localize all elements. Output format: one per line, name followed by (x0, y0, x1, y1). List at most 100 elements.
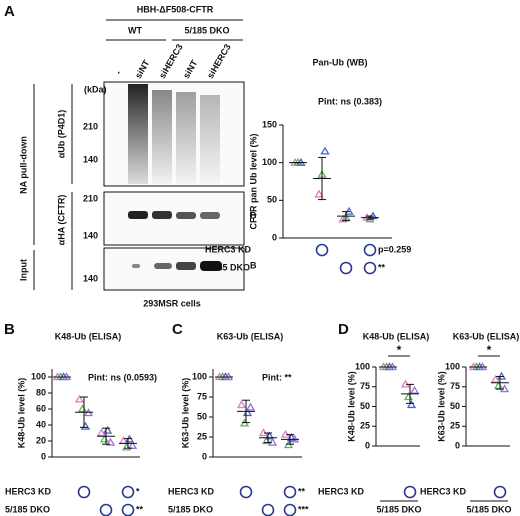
y-tick-label: 75 (197, 391, 207, 401)
blot-lane (200, 95, 220, 184)
y-tick-label: 100 (355, 361, 370, 371)
band-label: B (250, 260, 257, 270)
blot-lane (128, 84, 148, 184)
band (132, 264, 140, 268)
band (154, 263, 172, 269)
data-point (406, 400, 417, 409)
y-axis-label: K63-Ub level (%) (436, 371, 446, 442)
marker: 140 (83, 230, 98, 240)
significance: p=0.259 (378, 244, 411, 254)
blot-lane (176, 92, 196, 184)
y-tick-label: 0 (455, 440, 460, 450)
y-tick-label: 50 (450, 401, 460, 411)
data-point (368, 211, 378, 220)
y-axis-label: K48-Ub level (%) (346, 371, 356, 442)
band (152, 211, 172, 219)
chart-title: K63-Ub (ELISA) (217, 331, 284, 341)
band (200, 261, 222, 271)
condition-circle (339, 261, 353, 275)
marker: 210 (83, 193, 98, 203)
y-tick-label: 50 (267, 195, 277, 205)
data-point (314, 189, 324, 198)
data-point (121, 442, 132, 451)
significance: ** (378, 262, 386, 272)
row-label: HERC3 KD (420, 486, 467, 496)
y-axis-label: CFTR pan Ub level (%) (248, 133, 258, 229)
construct: HBH-ΔF508-CFTR (137, 4, 214, 14)
y-tick-label: 100 (262, 157, 277, 167)
cells: 293MSR cells (143, 298, 201, 308)
row-label: 5/185 DKO (168, 504, 213, 514)
row-label: HERC3 KD (318, 486, 365, 496)
data-point (127, 441, 138, 449)
band (176, 212, 196, 219)
data-point (245, 402, 256, 411)
data-point (409, 385, 420, 394)
marker: 210 (83, 121, 98, 131)
condition-circle (283, 503, 297, 516)
data-point (80, 421, 91, 430)
chart-title: K48-Ub (ELISA) (55, 331, 122, 341)
group-label: 5/185 DKO (466, 504, 511, 514)
panel-label: A (4, 3, 15, 20)
annotation: Pint: ** (262, 372, 292, 382)
condition-circle (315, 243, 329, 257)
y-tick-label: 0 (365, 440, 370, 450)
band (176, 262, 196, 270)
condition-circle (403, 485, 417, 499)
row-label: HERC3 KD (205, 244, 252, 254)
panel-label: C (172, 321, 183, 338)
significance: * (397, 343, 402, 357)
group-label: 5/185 DKO (184, 25, 229, 35)
significance: *** (298, 504, 309, 514)
y-tick-label: 75 (450, 381, 460, 391)
significance: * (487, 343, 492, 357)
lane-label: siNT (181, 58, 200, 80)
y-tick-label: 40 (36, 419, 46, 429)
section: NA pull-down (18, 136, 28, 194)
annotation: Pint: ns (0.0593) (88, 372, 157, 382)
group-label: WT (128, 25, 142, 35)
y-tick-label: 60 (36, 403, 46, 413)
band (200, 212, 220, 219)
data-point (493, 381, 504, 390)
row-label: 5/185 DKO (5, 504, 50, 514)
lane-label: siNT (133, 58, 152, 80)
marker: 140 (83, 154, 98, 164)
chart-title: Pan-Ub (WB) (313, 57, 368, 67)
condition-circle (363, 261, 377, 275)
y-tick-label: 25 (360, 421, 370, 431)
significance: ** (298, 486, 306, 496)
y-tick-label: 0 (41, 451, 46, 461)
section: Input (18, 259, 28, 281)
data-point (77, 404, 88, 413)
data-point (403, 392, 414, 401)
y-axis-label: K48-Ub level (%) (16, 378, 26, 449)
data-point (320, 146, 330, 155)
condition-circle (283, 485, 297, 499)
row-label: HERC3 KD (5, 486, 52, 496)
blot (103, 81, 245, 187)
group-label: 5/185 DKO (376, 504, 421, 514)
y-tick-label: 80 (36, 387, 46, 397)
band (128, 211, 148, 219)
row-label: HERC3 KD (168, 486, 215, 496)
data-point (105, 437, 116, 446)
data-point (344, 206, 354, 215)
condition-circle (77, 485, 91, 499)
y-tick-label: 150 (262, 119, 277, 129)
y-tick-label: 50 (360, 401, 370, 411)
condition-circle (121, 503, 135, 516)
y-tick-label: 0 (202, 451, 207, 461)
y-tick-label: 25 (450, 421, 460, 431)
antibody: αUb (P4D1) (56, 110, 66, 159)
blot-lane (152, 90, 172, 184)
band-label: B (250, 210, 257, 220)
condition-circle (363, 243, 377, 257)
y-tick-label: 75 (360, 381, 370, 391)
y-tick-label: 100 (445, 361, 460, 371)
y-tick-label: 25 (197, 431, 207, 441)
y-tick-label: 50 (197, 411, 207, 421)
kda: (kDa) (84, 84, 107, 94)
